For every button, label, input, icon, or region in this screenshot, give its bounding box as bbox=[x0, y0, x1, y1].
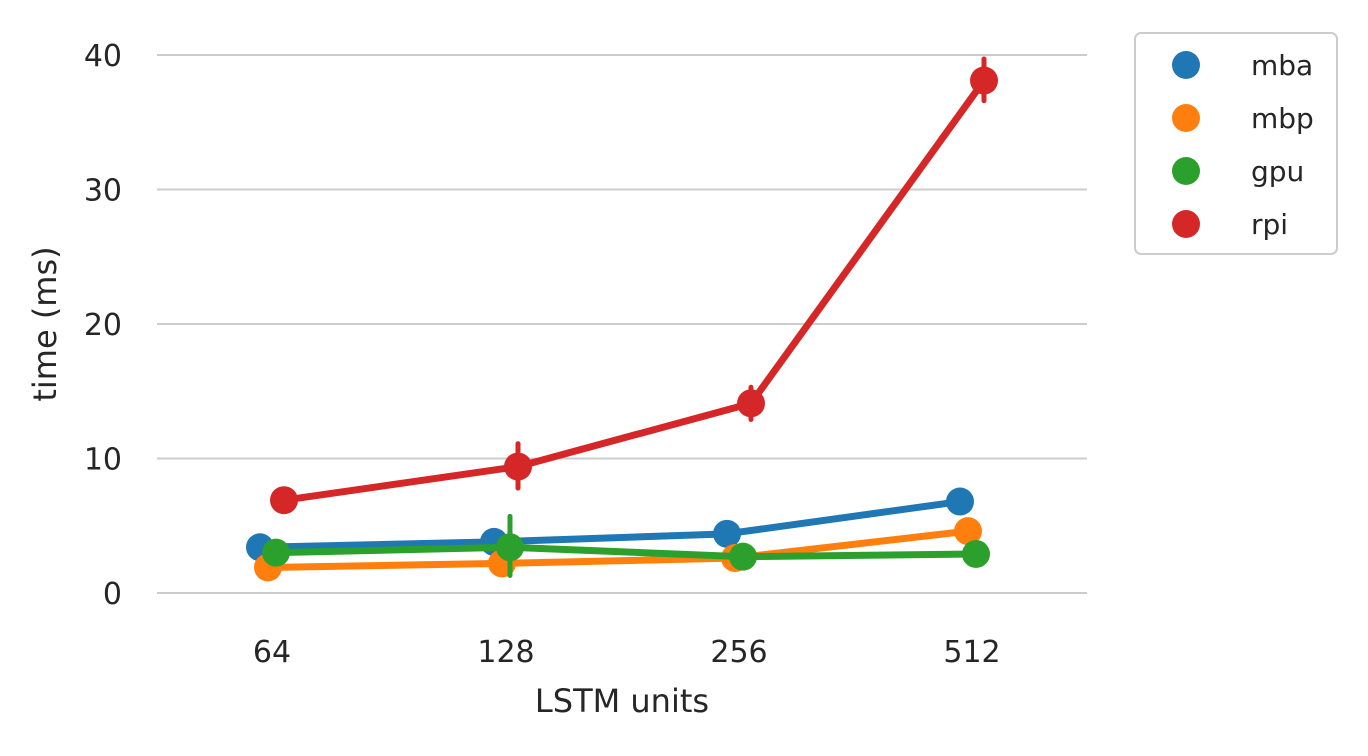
x-tick-labels: 64 128 256 512 bbox=[253, 635, 1001, 670]
legend-marker-gpu bbox=[1172, 157, 1200, 185]
data-point-gpu bbox=[496, 533, 524, 562]
legend-label-rpi: rpi bbox=[1251, 208, 1288, 241]
data-point-rpi bbox=[737, 389, 765, 418]
data-point-gpu bbox=[962, 539, 990, 568]
y-tick-label: 20 bbox=[84, 308, 122, 343]
y-tick-label: 0 bbox=[103, 577, 122, 612]
y-tick-label: 40 bbox=[84, 39, 122, 74]
data-point-mbp bbox=[954, 517, 982, 546]
data-point-rpi bbox=[504, 452, 532, 481]
data-point-mba bbox=[713, 519, 741, 548]
y-tick-label: 30 bbox=[84, 174, 122, 209]
legend-label-gpu: gpu bbox=[1251, 155, 1304, 188]
legend-marker-mba bbox=[1172, 51, 1200, 79]
series-layer bbox=[246, 56, 998, 582]
y-axis-label: time (ms) bbox=[26, 246, 64, 401]
legend-marker-rpi bbox=[1172, 210, 1200, 238]
data-point-rpi bbox=[270, 486, 298, 515]
legend: mba mbp gpu rpi bbox=[1134, 32, 1338, 255]
grid-layer bbox=[157, 54, 1087, 594]
y-tick-labels: 0 10 20 30 40 bbox=[84, 39, 122, 612]
legend-frame bbox=[1134, 32, 1338, 255]
y-tick-label: 10 bbox=[84, 443, 122, 478]
legend-label-mbp: mbp bbox=[1251, 102, 1314, 135]
legend-label-mba: mba bbox=[1251, 49, 1313, 82]
data-point-gpu bbox=[729, 542, 757, 571]
x-tick-label: 512 bbox=[943, 635, 1000, 670]
data-point-gpu bbox=[262, 538, 290, 567]
x-tick-label: 256 bbox=[710, 635, 767, 670]
series-gpu bbox=[262, 513, 990, 579]
data-point-rpi bbox=[970, 66, 998, 95]
series-line-gpu bbox=[272, 543, 980, 561]
x-axis-label: LSTM units bbox=[535, 682, 709, 720]
data-point-mba bbox=[946, 487, 974, 516]
series-line-rpi bbox=[280, 77, 988, 504]
x-tick-label: 64 bbox=[253, 635, 291, 670]
series-line-mbp bbox=[264, 527, 972, 571]
series-rpi bbox=[270, 56, 998, 515]
legend-marker-mbp bbox=[1172, 104, 1200, 132]
x-tick-label: 128 bbox=[477, 635, 534, 670]
series-line-mba bbox=[256, 498, 964, 551]
